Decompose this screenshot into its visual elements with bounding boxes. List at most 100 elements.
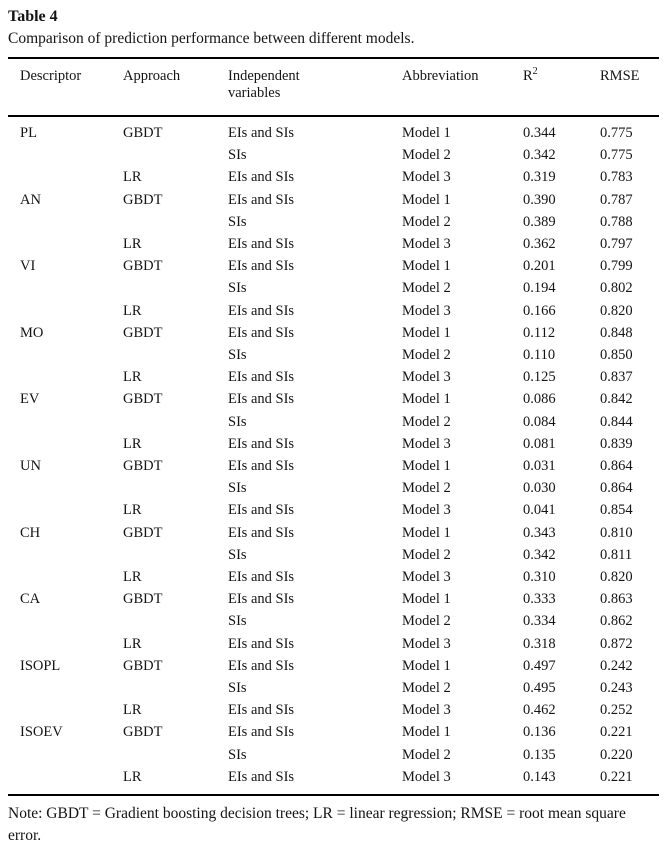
- cell-r2: 0.497: [523, 657, 556, 674]
- table-header: Descriptor Approach Independent variable…: [8, 58, 659, 117]
- cell-abbreviation: Model 2: [402, 746, 451, 763]
- cell-approach: GBDT: [123, 458, 163, 475]
- table-row: VI GBDT EIs and SIs Model 1 0.201 0.799: [8, 255, 659, 277]
- cell-approach: [123, 211, 228, 233]
- cell-approach: LR: [123, 369, 142, 386]
- cell-approach: GBDT: [123, 125, 163, 141]
- cell-approach: LR: [123, 502, 142, 519]
- cell-abbreviation: Model 2: [402, 280, 451, 297]
- cell-r2: 0.084: [523, 413, 556, 430]
- table-row: SIs Model 2 0.389 0.788: [8, 211, 659, 233]
- cell-independent: SIs: [228, 680, 247, 697]
- cell-r2: 0.334: [523, 613, 556, 630]
- cell-abbreviation: Model 1: [402, 591, 451, 608]
- table-row: CH GBDT EIs and SIs Model 1 0.343 0.810: [8, 522, 659, 544]
- column-header-abbreviation: Abbreviation: [402, 58, 523, 117]
- cell-abbreviation: Model 3: [402, 502, 451, 519]
- cell-descriptor: [8, 699, 123, 721]
- cell-independent: EIs and SIs: [228, 657, 295, 674]
- table-row: SIs Model 2 0.030 0.864: [8, 477, 659, 499]
- cell-r2: 0.041: [523, 502, 556, 519]
- cell-r2: 0.390: [523, 191, 556, 208]
- cell-r2: 0.342: [523, 546, 556, 563]
- cell-independent: EIs and SIs: [228, 391, 295, 408]
- table-row: SIs Model 2 0.084 0.844: [8, 411, 659, 433]
- r-squared-base: R: [523, 68, 533, 84]
- table-row: LR EIs and SIs Model 3 0.318 0.872: [8, 633, 659, 655]
- cell-rmse: 0.850: [600, 347, 633, 364]
- cell-rmse: 0.221: [600, 724, 633, 741]
- cell-descriptor: [8, 633, 123, 655]
- column-header-descriptor: Descriptor: [8, 58, 123, 117]
- cell-abbreviation: Model 3: [402, 369, 451, 386]
- table-row: LR EIs and SIs Model 3 0.125 0.837: [8, 366, 659, 388]
- cell-rmse: 0.775: [600, 125, 633, 141]
- cell-rmse: 0.862: [600, 613, 633, 630]
- cell-r2: 0.389: [523, 213, 556, 230]
- table-row: SIs Model 2 0.495 0.243: [8, 677, 659, 699]
- cell-rmse: 0.842: [600, 391, 633, 408]
- cell-rmse: 0.802: [600, 280, 633, 297]
- cell-r2: 0.112: [523, 324, 556, 341]
- cell-rmse: 0.839: [600, 435, 633, 452]
- cell-independent: EIs and SIs: [228, 236, 295, 253]
- cell-abbreviation: Model 3: [402, 302, 451, 319]
- column-header-independent-variables-label: Independent variables: [228, 68, 300, 101]
- cell-rmse: 0.854: [600, 502, 633, 519]
- cell-independent: SIs: [228, 546, 247, 563]
- table-row: UN GBDT EIs and SIs Model 1 0.031 0.864: [8, 455, 659, 477]
- cell-rmse: 0.863: [600, 591, 633, 608]
- cell-independent: EIs and SIs: [228, 569, 295, 586]
- cell-independent: SIs: [228, 480, 247, 497]
- cell-rmse: 0.221: [600, 768, 633, 785]
- cell-r2: 0.125: [523, 369, 556, 386]
- cell-descriptor: AN: [20, 191, 41, 208]
- cell-descriptor: [8, 211, 123, 233]
- cell-descriptor: MO: [20, 324, 44, 341]
- cell-abbreviation: Model 3: [402, 435, 451, 452]
- table-row: LR EIs and SIs Model 3 0.081 0.839: [8, 433, 659, 455]
- cell-r2: 0.362: [523, 236, 556, 253]
- table-row: LR EIs and SIs Model 3 0.041 0.854: [8, 499, 659, 521]
- cell-descriptor: [8, 144, 123, 166]
- cell-r2: 0.194: [523, 280, 556, 297]
- cell-independent: SIs: [228, 347, 247, 364]
- table-caption: Comparison of prediction performance bet…: [8, 30, 415, 47]
- cell-descriptor: [8, 366, 123, 388]
- cell-abbreviation: Model 2: [402, 546, 451, 563]
- cell-independent: SIs: [228, 413, 247, 430]
- cell-descriptor: [8, 233, 123, 255]
- cell-rmse: 0.775: [600, 147, 633, 164]
- cell-approach: [123, 677, 228, 699]
- cell-abbreviation: Model 3: [402, 169, 451, 186]
- cell-independent: EIs and SIs: [228, 302, 295, 319]
- cell-rmse: 0.787: [600, 191, 633, 208]
- cell-descriptor: [8, 166, 123, 188]
- table-row: LR EIs and SIs Model 3 0.319 0.783: [8, 166, 659, 188]
- cell-abbreviation: Model 3: [402, 635, 451, 652]
- table-row: LR EIs and SIs Model 3 0.166 0.820: [8, 300, 659, 322]
- cell-independent: EIs and SIs: [228, 191, 295, 208]
- cell-r2: 0.086: [523, 391, 556, 408]
- cell-independent: EIs and SIs: [228, 169, 295, 186]
- cell-abbreviation: Model 3: [402, 236, 451, 253]
- cell-r2: 0.318: [523, 635, 556, 652]
- cell-r2: 0.143: [523, 768, 556, 785]
- cell-independent: SIs: [228, 147, 247, 164]
- cell-independent: EIs and SIs: [228, 502, 295, 519]
- table-row: AN GBDT EIs and SIs Model 1 0.390 0.787: [8, 189, 659, 211]
- cell-independent: SIs: [228, 613, 247, 630]
- cell-abbreviation: Model 1: [402, 657, 451, 674]
- cell-approach: GBDT: [123, 258, 163, 275]
- table-row: ISOPL GBDT EIs and SIs Model 1 0.497 0.242: [8, 655, 659, 677]
- cell-independent: EIs and SIs: [228, 768, 295, 785]
- cell-abbreviation: Model 1: [402, 125, 451, 141]
- cell-rmse: 0.788: [600, 213, 633, 230]
- cell-abbreviation: Model 2: [402, 480, 451, 497]
- table-row: PL GBDT EIs and SIs Model 1 0.344 0.775: [8, 116, 659, 144]
- cell-abbreviation: Model 2: [402, 213, 451, 230]
- column-header-independent-variables: Independent variables: [228, 58, 402, 117]
- cell-approach: LR: [123, 169, 142, 186]
- cell-descriptor: [8, 411, 123, 433]
- cell-rmse: 0.783: [600, 169, 633, 186]
